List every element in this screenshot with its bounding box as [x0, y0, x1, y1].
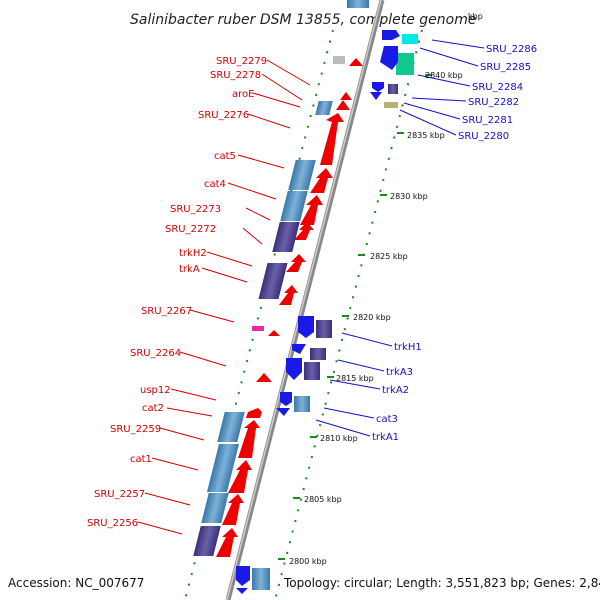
- gene-box: [388, 84, 398, 94]
- gene-box: [347, 0, 369, 8]
- gene-box: [384, 102, 398, 108]
- kbp-label: 2840 kbp: [425, 71, 463, 80]
- kbp-label: 2815 kbp: [336, 374, 374, 383]
- gene-box: [310, 348, 326, 360]
- gene-label: trkA2: [382, 385, 409, 396]
- kbp-label: kbp: [468, 12, 483, 21]
- map-title: Salinibacter ruber DSM 13855, complete g…: [130, 12, 476, 28]
- kbp-label: 2810 kbp: [320, 434, 358, 443]
- gene-arrow-forward: [349, 58, 363, 66]
- gene-label: SRU_2273: [170, 204, 221, 215]
- kbp-label: 2825 kbp: [370, 252, 408, 261]
- gene-label: cat3: [376, 414, 398, 425]
- topology-text: Topology: circular; Length: 3,551,823 bp…: [283, 576, 600, 590]
- gene-label: cat2: [142, 403, 164, 414]
- kbp-label: 2805 kbp: [304, 495, 342, 504]
- gene-label: usp12: [140, 385, 171, 396]
- gene-label: SRU_2286: [486, 44, 537, 55]
- right-gene-boxes: [252, 34, 418, 590]
- gene-label: SRU_2284: [472, 82, 523, 93]
- kbp-ticks: [278, 74, 432, 560]
- gene-label: SRU_2264: [130, 348, 181, 359]
- gene-label: SRU_2281: [462, 115, 513, 126]
- gene-label: SRU_2285: [480, 62, 531, 73]
- gene-label: cat4: [204, 179, 226, 190]
- gene-label: trkA3: [386, 367, 413, 378]
- gene-box: [402, 34, 418, 44]
- gene-label: trkH1: [394, 342, 422, 353]
- genome-backbone-highlight: [226, 0, 382, 600]
- gene-label: cat5: [214, 151, 236, 162]
- gene-label: SRU_2272: [165, 224, 216, 235]
- gene-label: SRU_2259: [110, 424, 161, 435]
- gene-box: [252, 568, 270, 590]
- gene-box: [316, 320, 332, 338]
- gene-label: SRU_2256: [87, 518, 138, 529]
- gene-label: SRU_2276: [198, 110, 249, 121]
- kbp-labels: kbp 2840 kbp 2835 kbp 2830 kbp 2825 kbp …: [289, 12, 483, 566]
- gene-box: [304, 362, 320, 380]
- gene-box: [294, 396, 310, 412]
- gene-label: SRU_2282: [468, 97, 519, 108]
- kbp-label: 2800 kbp: [289, 557, 327, 566]
- genome-backbone: [225, 0, 385, 600]
- left-leader-lines: [137, 59, 311, 535]
- kbp-label: 2820 kbp: [353, 313, 391, 322]
- gene-label: SRU_2257: [94, 489, 145, 500]
- kbp-label: 2835 kbp: [407, 131, 445, 140]
- right-gene-labels: SRU_2286 SRU_2285 SRU_2284 SRU_2282 SRU_…: [372, 44, 537, 443]
- gene-box: [333, 56, 345, 64]
- gene-label: SRU_2267: [141, 306, 192, 317]
- gene-label: trkH2: [179, 248, 207, 259]
- forward-genes: [216, 92, 352, 557]
- gene-label: aroE: [232, 89, 254, 100]
- right-leader-lines: [315, 39, 485, 437]
- gene-label: trkA: [179, 264, 200, 275]
- left-gene-labels: SRU_2279 SRU_2278 aroE SRU_2276 cat5 cat…: [87, 56, 267, 529]
- accession-text: Accession: NC_007677: [8, 576, 144, 590]
- gene-box: [252, 326, 264, 331]
- gene-box: [396, 53, 414, 75]
- kbp-label: 2830 kbp: [390, 192, 428, 201]
- reverse-genes: [236, 30, 400, 594]
- gene-label: SRU_2278: [210, 70, 261, 81]
- gene-label: trkA1: [372, 432, 399, 443]
- left-gene-boxes: [193, 101, 333, 556]
- gene-label: SRU_2280: [458, 131, 509, 142]
- gene-label: SRU_2279: [216, 56, 267, 67]
- gene-label: cat1: [130, 454, 152, 465]
